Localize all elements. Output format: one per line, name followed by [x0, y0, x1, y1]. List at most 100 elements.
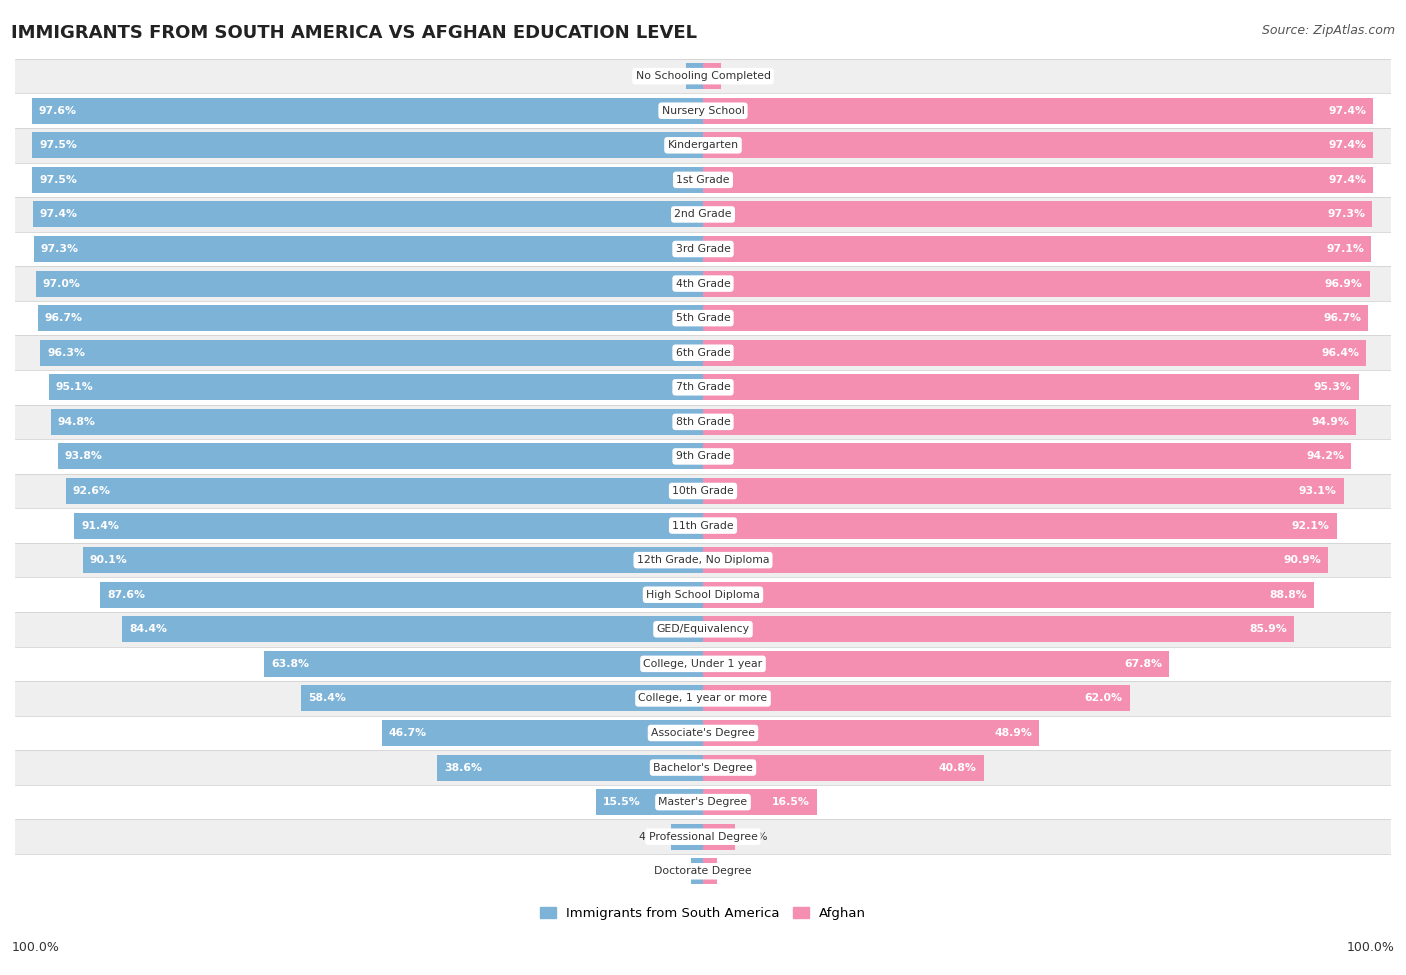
- Text: 96.3%: 96.3%: [48, 348, 86, 358]
- Text: 93.1%: 93.1%: [1299, 486, 1337, 496]
- Text: 92.1%: 92.1%: [1292, 521, 1330, 530]
- Bar: [703, 582, 1315, 607]
- Bar: [15, 94, 1391, 128]
- Bar: [703, 444, 1351, 469]
- Bar: [703, 339, 1367, 366]
- Text: No Schooling Completed: No Schooling Completed: [636, 71, 770, 81]
- Text: College, 1 year or more: College, 1 year or more: [638, 693, 768, 703]
- Text: 63.8%: 63.8%: [271, 659, 309, 669]
- Text: IMMIGRANTS FROM SOUTH AMERICA VS AFGHAN EDUCATION LEVEL: IMMIGRANTS FROM SOUTH AMERICA VS AFGHAN …: [11, 24, 697, 42]
- Bar: [32, 133, 703, 158]
- Text: 97.4%: 97.4%: [1329, 105, 1367, 116]
- Text: 96.7%: 96.7%: [45, 313, 83, 323]
- Bar: [15, 508, 1391, 543]
- Text: Nursery School: Nursery School: [662, 105, 744, 116]
- Bar: [15, 646, 1391, 682]
- Bar: [703, 755, 984, 781]
- Bar: [15, 266, 1391, 301]
- Text: Kindergarten: Kindergarten: [668, 140, 738, 150]
- Bar: [703, 305, 1368, 332]
- Bar: [703, 236, 1371, 262]
- Text: 40.8%: 40.8%: [939, 762, 977, 772]
- Text: 94.9%: 94.9%: [1312, 417, 1348, 427]
- Text: 2.0%: 2.0%: [723, 866, 749, 877]
- Text: 2nd Grade: 2nd Grade: [675, 210, 731, 219]
- Bar: [51, 409, 703, 435]
- Text: Associate's Degree: Associate's Degree: [651, 728, 755, 738]
- Text: 97.4%: 97.4%: [39, 210, 77, 219]
- Text: 96.4%: 96.4%: [1322, 348, 1360, 358]
- Bar: [66, 478, 703, 504]
- Bar: [703, 478, 1344, 504]
- Text: 88.8%: 88.8%: [1270, 590, 1308, 600]
- Bar: [15, 370, 1391, 405]
- Bar: [703, 685, 1129, 712]
- Bar: [703, 167, 1374, 193]
- Text: 1st Grade: 1st Grade: [676, 175, 730, 185]
- Text: 96.9%: 96.9%: [1324, 279, 1362, 289]
- Bar: [100, 582, 703, 607]
- Bar: [15, 439, 1391, 474]
- Text: 85.9%: 85.9%: [1250, 624, 1286, 635]
- Text: 1.8%: 1.8%: [658, 866, 685, 877]
- Bar: [596, 789, 703, 815]
- Bar: [703, 651, 1170, 677]
- Text: High School Diploma: High School Diploma: [647, 590, 759, 600]
- Text: 90.9%: 90.9%: [1284, 555, 1322, 566]
- Text: 91.4%: 91.4%: [82, 521, 120, 530]
- Bar: [703, 271, 1369, 296]
- Bar: [437, 755, 703, 781]
- Text: GED/Equivalency: GED/Equivalency: [657, 624, 749, 635]
- Text: 6th Grade: 6th Grade: [676, 348, 730, 358]
- Bar: [58, 444, 703, 469]
- Text: 95.3%: 95.3%: [1315, 382, 1351, 392]
- Bar: [301, 685, 703, 712]
- Text: 96.7%: 96.7%: [1323, 313, 1361, 323]
- Text: 95.1%: 95.1%: [56, 382, 93, 392]
- Text: 87.6%: 87.6%: [107, 590, 145, 600]
- Text: 67.8%: 67.8%: [1125, 659, 1163, 669]
- Text: 48.9%: 48.9%: [994, 728, 1032, 738]
- Bar: [15, 612, 1391, 646]
- Bar: [34, 236, 703, 262]
- Bar: [703, 133, 1374, 158]
- Bar: [15, 474, 1391, 508]
- Bar: [15, 716, 1391, 751]
- Bar: [381, 720, 703, 746]
- Text: 10th Grade: 10th Grade: [672, 486, 734, 496]
- Text: 11th Grade: 11th Grade: [672, 521, 734, 530]
- Text: 2.5%: 2.5%: [652, 71, 681, 81]
- Bar: [686, 63, 703, 89]
- Bar: [703, 616, 1294, 643]
- Text: Bachelor's Degree: Bachelor's Degree: [652, 762, 754, 772]
- Text: 7th Grade: 7th Grade: [676, 382, 730, 392]
- Text: 94.8%: 94.8%: [58, 417, 96, 427]
- Text: 97.1%: 97.1%: [1326, 244, 1364, 254]
- Bar: [32, 202, 703, 227]
- Text: 9th Grade: 9th Grade: [676, 451, 730, 461]
- Bar: [703, 98, 1374, 124]
- Bar: [703, 409, 1355, 435]
- Text: 100.0%: 100.0%: [11, 941, 59, 954]
- Text: 5th Grade: 5th Grade: [676, 313, 730, 323]
- Text: 12th Grade, No Diploma: 12th Grade, No Diploma: [637, 555, 769, 566]
- Legend: Immigrants from South America, Afghan: Immigrants from South America, Afghan: [534, 902, 872, 925]
- Bar: [15, 128, 1391, 163]
- Bar: [35, 271, 703, 296]
- Bar: [703, 374, 1358, 401]
- Bar: [15, 543, 1391, 577]
- Bar: [15, 163, 1391, 197]
- Text: 94.2%: 94.2%: [1306, 451, 1344, 461]
- Bar: [15, 301, 1391, 335]
- Bar: [703, 63, 721, 89]
- Bar: [703, 547, 1329, 573]
- Bar: [15, 197, 1391, 232]
- Bar: [703, 858, 717, 884]
- Text: 4.6%: 4.6%: [638, 832, 666, 841]
- Text: 84.4%: 84.4%: [129, 624, 167, 635]
- Bar: [15, 405, 1391, 439]
- Bar: [703, 202, 1372, 227]
- Text: 97.3%: 97.3%: [41, 244, 79, 254]
- Bar: [75, 513, 703, 538]
- Bar: [15, 232, 1391, 266]
